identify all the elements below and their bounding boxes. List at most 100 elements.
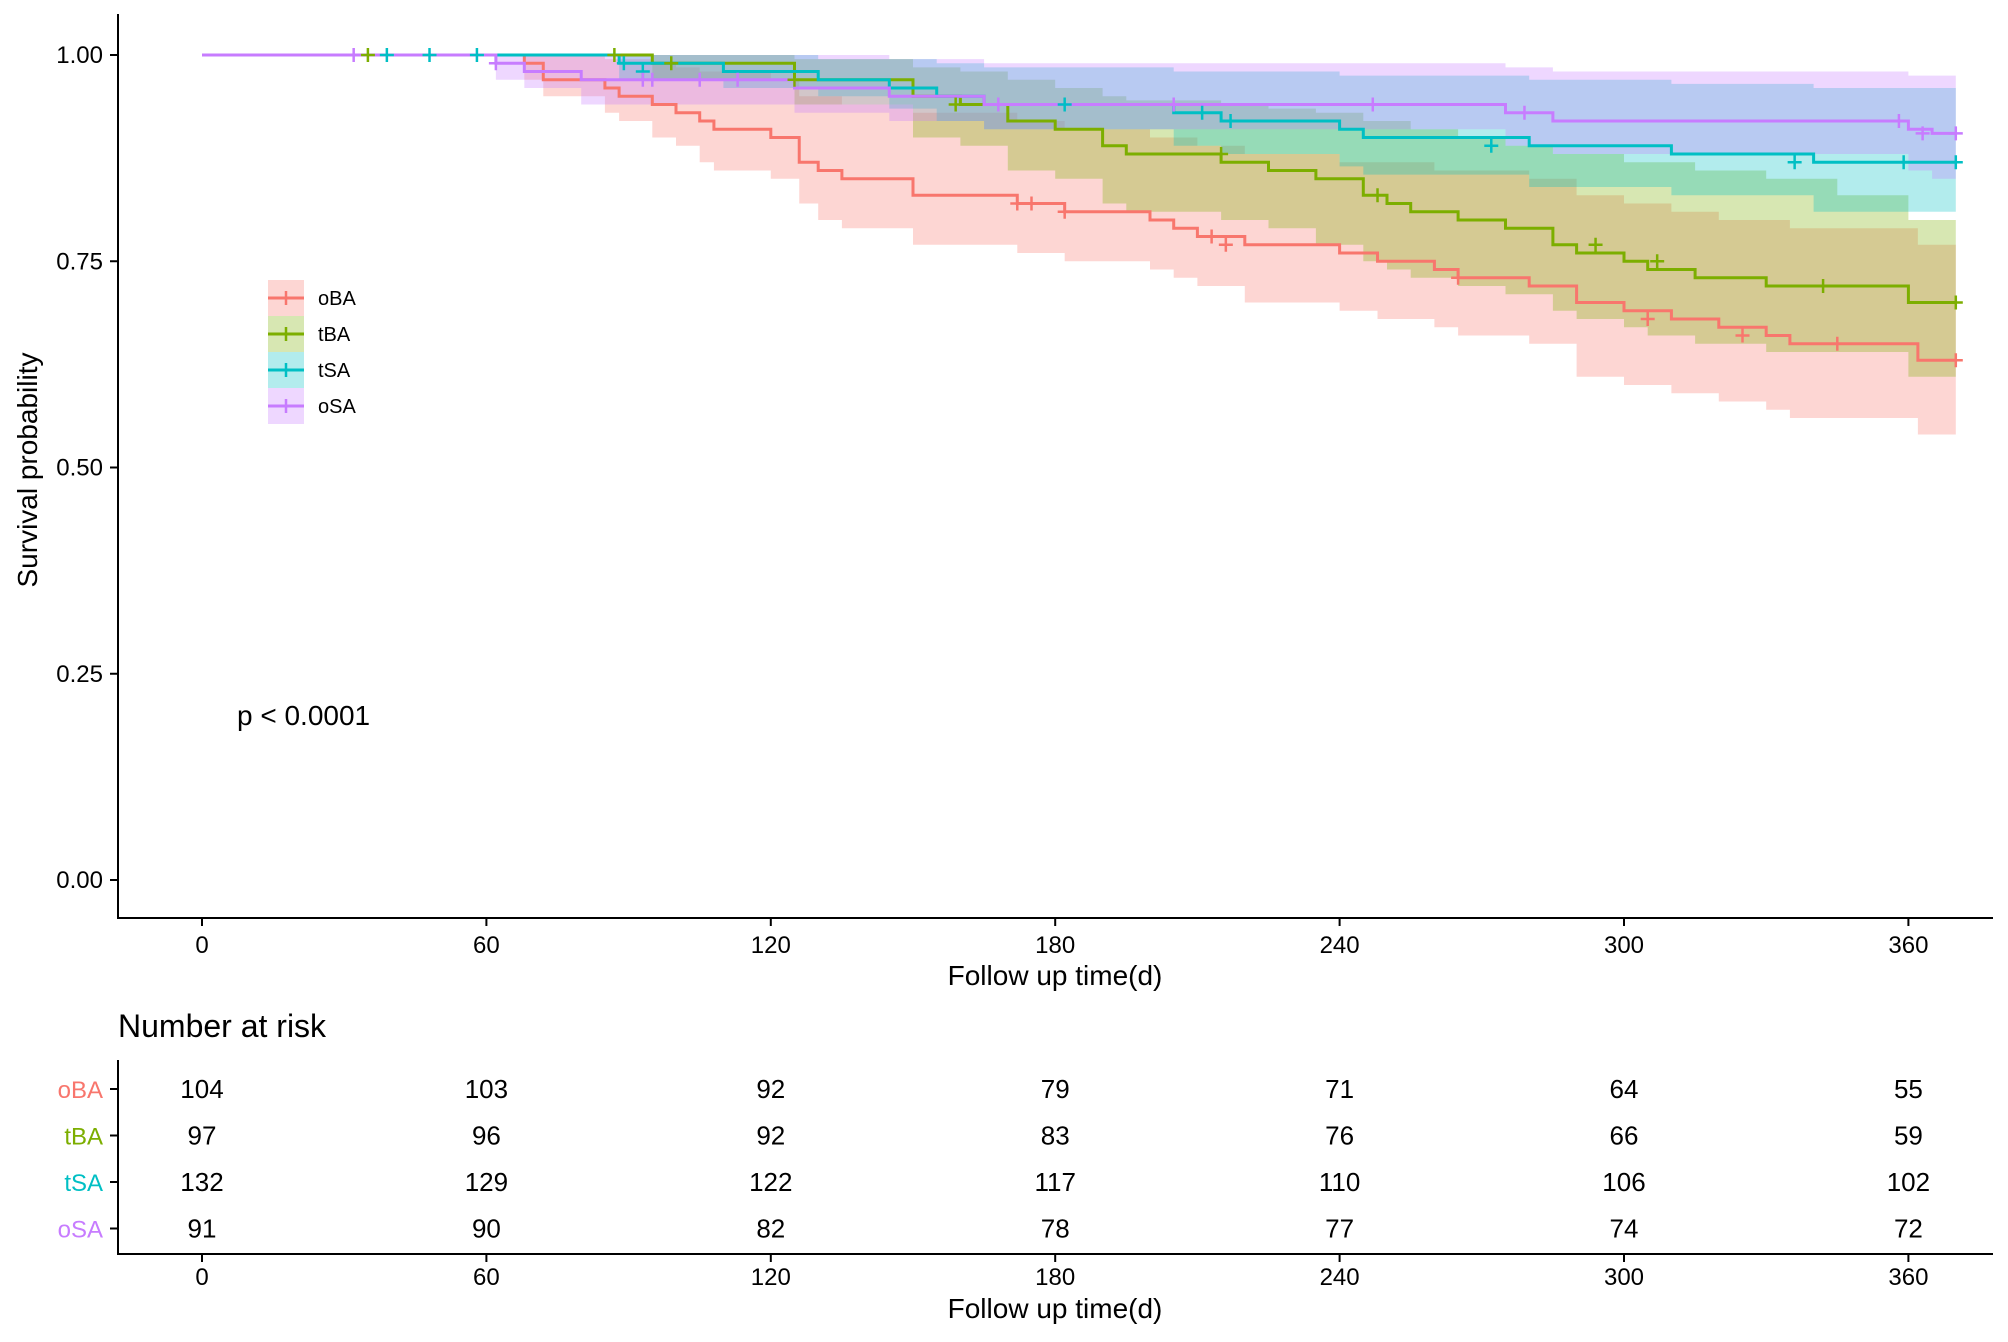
censor-mark-oSA bbox=[730, 72, 745, 87]
censor-mark-oBA bbox=[1010, 196, 1025, 211]
censor-mark-oSA bbox=[1948, 126, 1963, 141]
risk-row-label-oSA: oSA bbox=[58, 1217, 103, 1244]
confidence-bands bbox=[202, 55, 1956, 435]
y-tick-label: 0.00 bbox=[56, 867, 103, 894]
legend-item-tBA: tBA bbox=[268, 316, 351, 352]
legend-label: tBA bbox=[318, 324, 351, 346]
y-axis-ticks: 0.00 0.25 0.50 0.75 1.00 bbox=[56, 42, 118, 894]
censor-mark-oSA bbox=[346, 48, 361, 62]
risk-cell: 55 bbox=[1894, 1074, 1923, 1104]
censor-mark-tBA bbox=[1948, 295, 1963, 310]
censor-mark-oSA bbox=[488, 56, 503, 71]
x-tick-label: 60 bbox=[473, 932, 500, 959]
censor-mark-tSA bbox=[469, 48, 484, 62]
censor-mark-oSA bbox=[1891, 114, 1906, 128]
risk-cell: 104 bbox=[180, 1074, 223, 1104]
x-axis-label: Follow up time(d) bbox=[948, 960, 1163, 991]
risk-x-tick-label: 0 bbox=[195, 1264, 208, 1291]
censor-mark-oBA bbox=[1830, 336, 1845, 351]
x-tick-label: 240 bbox=[1320, 932, 1360, 959]
x-tick-label: 120 bbox=[751, 932, 791, 959]
censor-mark-tBA bbox=[1214, 147, 1229, 161]
legend-label: tSA bbox=[318, 360, 351, 382]
risk-table-title: Number at risk bbox=[118, 1008, 327, 1044]
censor-mark-tBA bbox=[360, 48, 375, 62]
risk-cell: 64 bbox=[1610, 1074, 1639, 1104]
risk-cell: 91 bbox=[188, 1214, 217, 1244]
censor-mark-oBA bbox=[1057, 204, 1072, 219]
legend-item-oSA: oSA bbox=[268, 388, 356, 424]
censor-mark-tSA bbox=[1787, 155, 1802, 170]
y-tick-label: 0.50 bbox=[56, 455, 103, 482]
risk-table-x-axis-label: Follow up time(d) bbox=[948, 1293, 1163, 1324]
censor-mark-oSA bbox=[1365, 97, 1380, 112]
x-tick-label: 300 bbox=[1604, 932, 1644, 959]
risk-x-tick-label: 240 bbox=[1320, 1264, 1360, 1291]
censor-marks bbox=[346, 48, 1963, 368]
risk-cell: 117 bbox=[1034, 1167, 1075, 1197]
survival-curve-oSA bbox=[202, 53, 1956, 135]
risk-cell: 92 bbox=[756, 1074, 785, 1104]
censor-mark-oBA bbox=[1948, 353, 1963, 368]
p-value-label: p < 0.0001 bbox=[237, 700, 370, 731]
censor-mark-tBA bbox=[787, 72, 802, 87]
risk-cell: 59 bbox=[1894, 1121, 1923, 1151]
risk-cell: 90 bbox=[472, 1214, 501, 1244]
censor-mark-oBA bbox=[1024, 196, 1039, 211]
risk-cell: 122 bbox=[749, 1167, 792, 1197]
risk-x-tick-label: 180 bbox=[1035, 1264, 1075, 1291]
risk-cell: 132 bbox=[180, 1167, 223, 1197]
risk-cell: 82 bbox=[756, 1214, 785, 1244]
y-tick-label: 0.25 bbox=[56, 661, 103, 688]
censor-mark-tSA bbox=[1195, 105, 1210, 120]
survival-curve-tBA bbox=[202, 53, 1956, 304]
censor-mark-tBA bbox=[1816, 279, 1831, 293]
censor-mark-oBA bbox=[1204, 229, 1219, 244]
censor-mark-oBA bbox=[1451, 270, 1466, 285]
x-axis-ticks: 0 60 120 180 240 300 360 bbox=[195, 918, 1928, 959]
censor-mark-tSA bbox=[616, 56, 631, 71]
censor-mark-oSA bbox=[1915, 126, 1930, 141]
legend-item-tSA: tSA bbox=[268, 352, 351, 388]
censor-mark-oSA bbox=[1166, 97, 1181, 112]
risk-cell: 96 bbox=[472, 1121, 501, 1151]
y-axis-label: Survival probability bbox=[12, 353, 43, 588]
survival-curve-oBA bbox=[202, 53, 1956, 362]
censor-mark-tSA bbox=[1057, 97, 1072, 112]
legend-label: oBA bbox=[318, 288, 356, 310]
x-tick-label: 180 bbox=[1035, 932, 1075, 959]
risk-cell: 71 bbox=[1325, 1074, 1354, 1104]
risk-row-label-tBA: tBA bbox=[64, 1124, 103, 1151]
censor-mark-tBA bbox=[1370, 188, 1385, 203]
ci-band-tBA bbox=[202, 55, 1956, 377]
ci-band-oSA bbox=[202, 55, 1956, 179]
x-tick-label: 0 bbox=[195, 932, 208, 959]
risk-row-label-tSA: tSA bbox=[64, 1170, 103, 1197]
risk-cell: 74 bbox=[1610, 1214, 1639, 1244]
censor-mark-tSA bbox=[422, 48, 437, 62]
censor-mark-oBA bbox=[1218, 237, 1233, 252]
risk-cell: 78 bbox=[1041, 1214, 1070, 1244]
censor-mark-oSA bbox=[991, 97, 1006, 112]
risk-x-tick-label: 120 bbox=[751, 1264, 791, 1291]
censor-mark-oBA bbox=[1735, 328, 1750, 343]
risk-x-tick-label: 300 bbox=[1604, 1264, 1644, 1291]
ci-band-tSA bbox=[202, 55, 1956, 212]
risk-cell: 83 bbox=[1041, 1121, 1070, 1151]
censor-mark-tSA bbox=[379, 48, 394, 62]
risk-cell: 66 bbox=[1610, 1121, 1639, 1151]
censor-mark-tSA bbox=[1896, 155, 1911, 170]
risk-cell: 79 bbox=[1041, 1074, 1070, 1104]
legend-label: oSA bbox=[318, 396, 356, 418]
censor-mark-tSA bbox=[1223, 114, 1238, 128]
risk-cell: 72 bbox=[1894, 1214, 1923, 1244]
y-tick-label: 1.00 bbox=[56, 42, 103, 69]
risk-cell: 129 bbox=[465, 1167, 508, 1197]
censor-mark-oSA bbox=[692, 72, 707, 87]
risk-table: oBA 104 103 92 79 71 64 55 tBA 97 96 92 83 76 66 59 tSA 1… bbox=[58, 1074, 1930, 1291]
censor-mark-tBA bbox=[664, 56, 679, 71]
censor-mark-tBA bbox=[1650, 254, 1665, 269]
censor-mark-tSA bbox=[1484, 138, 1499, 153]
risk-cell: 77 bbox=[1325, 1214, 1354, 1244]
